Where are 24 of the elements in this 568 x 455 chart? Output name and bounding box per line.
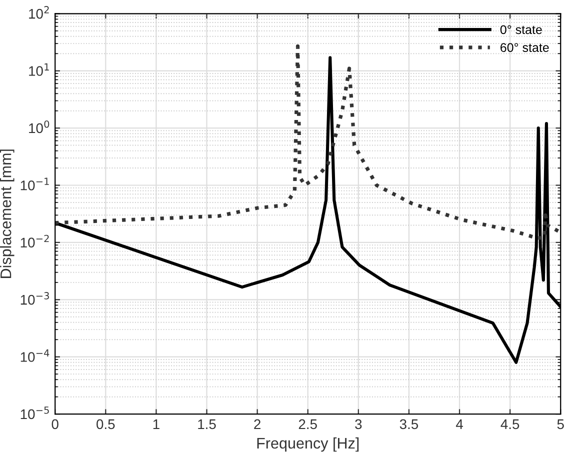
legend-label: 60° state bbox=[500, 43, 549, 52]
y-tick-label: 10$^{2}$ bbox=[29, 6, 49, 19]
x-tick-label: 0 bbox=[52, 419, 58, 430]
line-series bbox=[55, 44, 561, 240]
x-tick-label: 5 bbox=[557, 419, 564, 430]
x-axis-title: Frequency [Hz] bbox=[257, 437, 359, 452]
legend-label: 0° state bbox=[500, 25, 542, 34]
y-tick-label: 10$^{1}$ bbox=[29, 63, 49, 76]
y-tick-label: 10$^{−5}$ bbox=[20, 406, 49, 420]
x-tick-label: 3.5 bbox=[400, 419, 418, 430]
y-tick-label: 10$^{0}$ bbox=[29, 120, 50, 134]
y-tick-label: 10$^{−2}$ bbox=[20, 234, 49, 248]
y-tick-label: 10$^{−1}$ bbox=[20, 178, 49, 190]
y-tick-label: 10$^{−4}$ bbox=[20, 349, 50, 362]
x-tick-label: 4.5 bbox=[500, 419, 520, 430]
y-tick-label: 10$^{−3}$ bbox=[20, 292, 49, 305]
x-tick-label: 4 bbox=[456, 419, 463, 429]
x-tick-label: 3 bbox=[355, 419, 362, 430]
x-tick-label: 2.5 bbox=[298, 419, 317, 430]
y-axis-title: Displacement [mm] bbox=[0, 150, 14, 278]
x-tick-label: 1.5 bbox=[198, 419, 216, 430]
x-tick-label: 1 bbox=[153, 419, 160, 429]
x-tick-label: 2 bbox=[254, 419, 260, 429]
x-tick-label: 0.5 bbox=[96, 419, 115, 430]
